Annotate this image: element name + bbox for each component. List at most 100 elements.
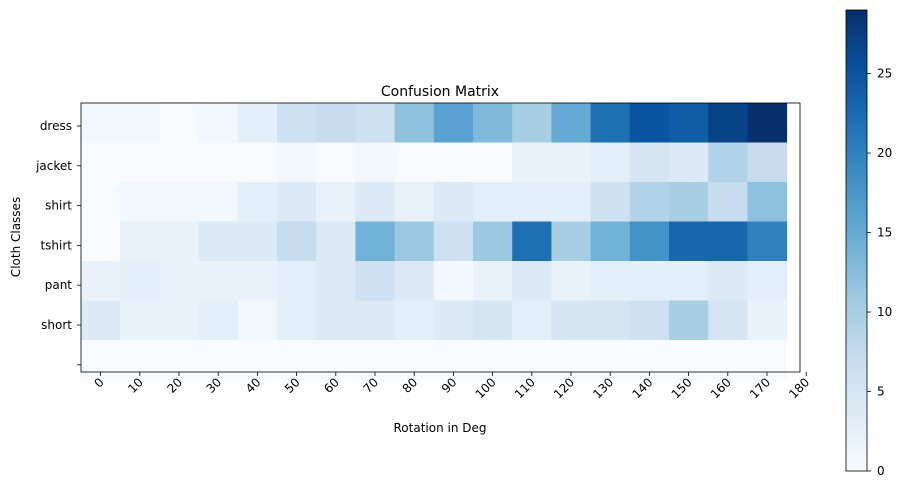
heatmap-cell <box>394 221 435 262</box>
colorbar-tick-label: 5 <box>877 385 885 399</box>
heatmap-cell <box>277 103 317 143</box>
heatmap-cell <box>355 300 396 341</box>
heatmap-cell <box>159 221 200 262</box>
heatmap-cell <box>81 103 121 143</box>
heatmap-cell <box>433 300 474 341</box>
colorbar: 0 5 10 15 20 25 <box>845 9 892 478</box>
colorbar-ticks: 0 5 10 15 20 25 <box>867 67 892 478</box>
heatmap-cell <box>237 261 278 301</box>
heatmap-cell <box>277 221 317 262</box>
heatmap-cell <box>590 142 631 183</box>
heatmap-cell <box>198 261 239 301</box>
heatmap-cell <box>433 221 474 262</box>
heatmap-cell <box>159 142 200 183</box>
heatmap-cell <box>590 261 631 301</box>
heatmap-cell <box>747 261 788 301</box>
y-tick-label: jacket <box>35 159 72 173</box>
heatmap-cell <box>198 142 239 183</box>
y-tick-label: shirt <box>45 199 72 213</box>
heatmap-cell <box>159 300 200 341</box>
heatmap-cell <box>747 103 788 143</box>
y-tick-label: tshirt <box>40 238 72 252</box>
y-tick-label: short <box>41 318 72 332</box>
heatmap-cell <box>159 182 200 222</box>
heatmap-cell <box>81 142 121 183</box>
heatmap-cell <box>316 142 356 183</box>
heatmap-cell <box>551 300 592 341</box>
heatmap-cell <box>512 221 552 262</box>
heatmap-cell <box>120 103 160 143</box>
heatmap-cell <box>473 182 513 222</box>
plot-frame <box>80 102 801 373</box>
heatmap-cell <box>669 300 709 341</box>
heatmap-cell <box>708 182 748 222</box>
heatmap-cell <box>629 300 670 341</box>
heatmap-cell <box>629 182 670 222</box>
chart-title: Confusion Matrix <box>381 84 499 100</box>
heatmap-cell <box>198 103 239 143</box>
heatmap-cell <box>512 142 552 183</box>
heatmap-cell <box>198 182 239 222</box>
heatmap-cell <box>316 103 356 143</box>
heatmap-cell <box>512 182 552 222</box>
heatmap-cell <box>81 300 121 341</box>
heatmap-cell <box>512 300 552 341</box>
heatmap-cell <box>120 261 160 301</box>
heatmap-cell <box>551 182 592 222</box>
heatmap-cell <box>355 221 396 262</box>
heatmap-cell <box>512 261 552 301</box>
heatmap-cell <box>590 182 631 222</box>
heatmap-cell <box>747 300 788 341</box>
colorbar-tick-label: 0 <box>877 464 885 478</box>
heatmap-cell <box>433 261 474 301</box>
heatmap-cell <box>277 261 317 301</box>
heatmap-cell <box>747 182 788 222</box>
heatmap-cell <box>277 182 317 222</box>
y-axis-ticks: dress jacket shirt tshirt pant short <box>35 119 81 366</box>
heatmap-cells <box>81 103 788 380</box>
heatmap-cell <box>394 103 435 143</box>
colorbar-tick-label: 25 <box>877 67 892 81</box>
heatmap-cell <box>316 221 356 262</box>
heatmap-cell <box>708 300 748 341</box>
heatmap-cell <box>316 182 356 222</box>
heatmap-cell <box>237 182 278 222</box>
heatmap-cell <box>277 300 317 341</box>
y-tick-label: dress <box>40 119 72 133</box>
heatmap-cell <box>590 103 631 143</box>
heatmap-cell <box>473 103 513 143</box>
heatmap-cell <box>669 103 709 143</box>
heatmap-cell <box>394 142 435 183</box>
heatmap-cell <box>708 221 748 262</box>
heatmap-cell <box>316 261 356 301</box>
heatmap-cell <box>355 103 396 143</box>
heatmap-cell <box>708 142 748 183</box>
colorbar-tick-label: 10 <box>877 305 892 319</box>
heatmap-cell <box>551 103 592 143</box>
y-axis-label: Cloth Classes <box>9 197 23 277</box>
heatmap-cell <box>551 261 592 301</box>
heatmap-cell <box>551 142 592 183</box>
colorbar-tick-label: 20 <box>877 146 892 160</box>
heatmap-cell <box>433 182 474 222</box>
heatmap-cell <box>394 182 435 222</box>
heatmap-cell <box>433 142 474 183</box>
heatmap-cell <box>277 142 317 183</box>
heatmap-cell <box>81 261 121 301</box>
heatmap-cell <box>708 261 748 301</box>
heatmap-cell <box>473 221 513 262</box>
heatmap-cell <box>629 221 670 262</box>
heatmap-cell <box>590 221 631 262</box>
heatmap-cell <box>394 300 435 341</box>
heatmap-cell <box>473 300 513 341</box>
heatmap-cell <box>433 103 474 143</box>
heatmap-cell <box>159 103 200 143</box>
heatmap-cell <box>747 221 788 262</box>
y-tick-label: pant <box>45 278 73 292</box>
heatmap-cell <box>512 103 552 143</box>
heatmap-cell <box>237 103 278 143</box>
heatmap-cell <box>551 221 592 262</box>
heatmap-cell <box>355 142 396 183</box>
heatmap-cell <box>669 142 709 183</box>
